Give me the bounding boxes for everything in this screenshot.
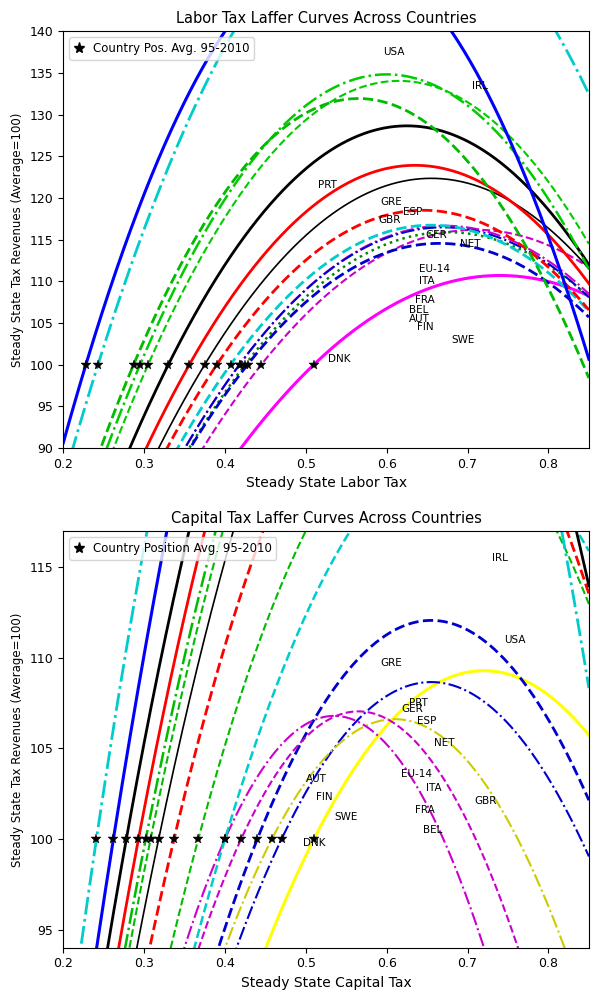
- Text: SWE: SWE: [334, 812, 358, 822]
- Text: ITA: ITA: [419, 276, 434, 286]
- Text: PRT: PRT: [318, 180, 337, 190]
- Text: DNK: DNK: [304, 838, 326, 848]
- Text: GRE: GRE: [380, 659, 402, 669]
- Title: Capital Tax Laffer Curves Across Countries: Capital Tax Laffer Curves Across Countri…: [170, 511, 482, 526]
- Text: SWE: SWE: [451, 334, 475, 344]
- Text: AUT: AUT: [306, 774, 327, 784]
- Text: NET: NET: [460, 239, 480, 249]
- Text: GBR: GBR: [379, 215, 401, 225]
- Text: FIN: FIN: [418, 322, 434, 332]
- Text: PRT: PRT: [409, 699, 428, 709]
- Text: BEL: BEL: [423, 825, 442, 835]
- Legend: Country Pos. Avg. 95-2010: Country Pos. Avg. 95-2010: [69, 37, 254, 60]
- Text: AUT: AUT: [409, 313, 430, 323]
- Text: ITA: ITA: [425, 784, 441, 794]
- Text: GBR: GBR: [474, 796, 496, 806]
- Text: EU-14: EU-14: [419, 264, 450, 273]
- Text: GER: GER: [425, 230, 447, 240]
- Text: GRE: GRE: [380, 197, 402, 207]
- X-axis label: Steady State Labor Tax: Steady State Labor Tax: [245, 476, 407, 490]
- Title: Labor Tax Laffer Curves Across Countries: Labor Tax Laffer Curves Across Countries: [176, 11, 476, 26]
- Text: NET: NET: [434, 738, 454, 748]
- Text: IRL: IRL: [492, 554, 508, 564]
- Legend: Country Position Avg. 95-2010: Country Position Avg. 95-2010: [69, 538, 277, 560]
- X-axis label: Steady State Capital Tax: Steady State Capital Tax: [241, 976, 412, 990]
- Text: USA: USA: [383, 47, 404, 57]
- Y-axis label: Steady State Tax Revenues (Average=100): Steady State Tax Revenues (Average=100): [11, 112, 24, 366]
- Text: FRA: FRA: [415, 294, 435, 304]
- Text: ESP: ESP: [403, 207, 422, 217]
- Text: USA: USA: [504, 635, 526, 645]
- Text: GER: GER: [401, 704, 423, 714]
- Text: FIN: FIN: [316, 793, 332, 803]
- Text: ESP: ESP: [418, 717, 437, 727]
- Text: BEL: BEL: [409, 305, 429, 315]
- Text: IRL: IRL: [472, 80, 488, 90]
- Y-axis label: Steady State Tax Revenues (Average=100): Steady State Tax Revenues (Average=100): [11, 613, 24, 867]
- Text: DNK: DNK: [328, 353, 350, 363]
- Text: FRA: FRA: [415, 805, 435, 815]
- Text: EU-14: EU-14: [401, 769, 432, 779]
